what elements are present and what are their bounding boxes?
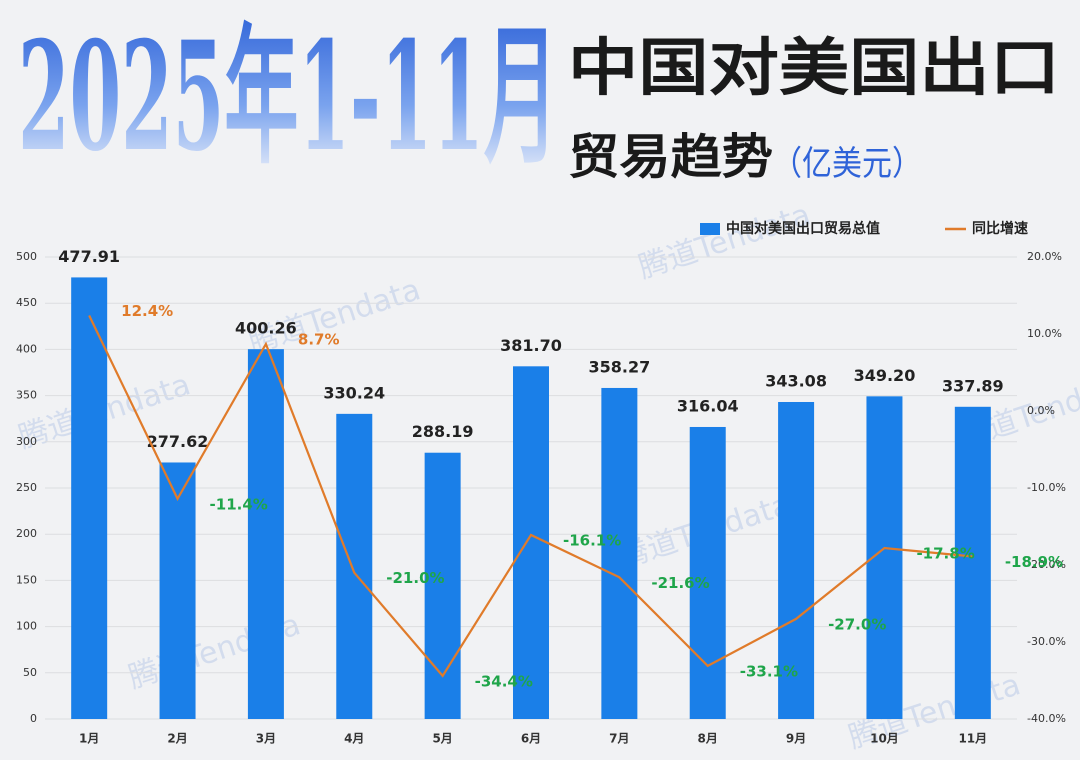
y-tick-label: 450 [16,296,37,309]
y2-tick-label: -30.0% [1027,635,1066,648]
x-tick-label: 10月 [870,732,899,746]
x-tick-label: 2月 [167,732,187,746]
value-label: 477.91 [58,247,120,266]
bar [513,366,549,719]
x-tick-label: 5月 [432,732,452,746]
x-tick-label: 9月 [786,732,806,746]
value-label: 277.62 [147,432,209,451]
y-tick-label: 300 [16,435,37,448]
line [88,315,973,678]
y2-tick-label: -40.0% [1027,712,1066,725]
y-tick-label: 250 [16,481,37,494]
y-tick-label: 150 [16,573,37,586]
value-label: 381.70 [500,336,562,355]
y-tick-label: 350 [16,389,37,402]
value-label: -11.4% [210,495,268,513]
value-label: -21.6% [651,574,709,592]
value-label: -21.0% [386,569,444,587]
y2-tick-label: 0.0% [1027,404,1055,417]
value-label: -27.0% [828,615,886,633]
value-label: 349.20 [854,366,916,385]
y2-tick-label: -20.0% [1027,558,1066,571]
value-label: -16.1% [563,531,621,549]
y2-tick-label: 10.0% [1027,327,1062,340]
y-tick-label: 200 [16,527,37,540]
unit: （亿美元） [772,144,922,184]
subtitle: 中国对美国出口 [568,31,1060,104]
y2-tick-label: -10.0% [1027,481,1066,494]
bar [159,462,196,719]
value-label: -18.9% [1005,553,1063,571]
value-label: 400.26 [235,319,297,338]
y2-tick-label: 20.0% [1027,250,1062,263]
subtitle: 贸易趋势 [568,129,773,185]
x-tick-label: 8月 [698,732,718,746]
bar [689,426,726,719]
x-tick-label: 6月 [521,732,541,746]
bar [247,349,284,719]
value-label: -33.1% [740,662,798,680]
value-label: 288.19 [412,422,474,441]
chart-title: 2025年1-11月 [18,9,558,185]
y-tick-label: 0 [30,712,37,725]
x-tick-label: 11月 [958,732,987,746]
x-tick-label: 3月 [256,732,276,746]
bar [954,406,991,719]
value-label: -17.8% [916,545,974,563]
legend-label: 同比增速 [972,220,1028,237]
x-tick-label: 1月 [79,732,99,746]
x-tick-label: 4月 [344,732,364,746]
value-label: 358.27 [588,357,650,376]
legend-label: 中国对美国出口贸易总值 [726,220,880,237]
y-tick-label: 50 [23,666,37,679]
x-tick-label: 7月 [609,732,629,746]
bar [336,413,373,719]
value-label: 8.7% [298,331,340,349]
bar [778,401,815,719]
value-label: 316.04 [677,396,739,415]
bar [601,387,638,719]
legend-swatch [700,223,720,235]
value-label: 337.89 [942,376,1004,395]
value-label: -34.4% [475,672,533,690]
y-tick-label: 100 [16,620,37,633]
value-label: 330.24 [323,383,385,402]
y-tick-label: 400 [16,342,37,355]
value-label: 12.4% [121,302,173,320]
y-tick-label: 500 [16,250,37,263]
bar [71,277,108,719]
value-label: 343.08 [765,371,827,390]
